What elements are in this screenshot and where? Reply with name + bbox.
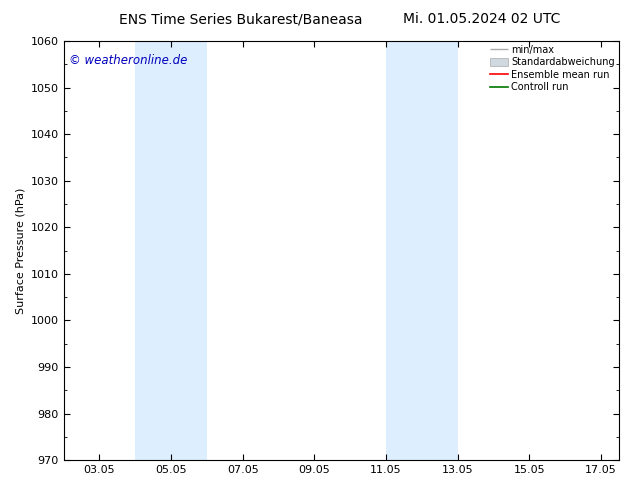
Bar <box>135 41 207 460</box>
Legend: min/max, Standardabweichung, Ensemble mean run, Controll run: min/max, Standardabweichung, Ensemble me… <box>488 43 617 94</box>
Y-axis label: Surface Pressure (hPa): Surface Pressure (hPa) <box>15 187 25 314</box>
Text: ENS Time Series Bukarest/Baneasa: ENS Time Series Bukarest/Baneasa <box>119 12 363 26</box>
Text: © weatheronline.de: © weatheronline.de <box>69 53 188 67</box>
Bar <box>386 41 458 460</box>
Text: Mi. 01.05.2024 02 UTC: Mi. 01.05.2024 02 UTC <box>403 12 560 26</box>
